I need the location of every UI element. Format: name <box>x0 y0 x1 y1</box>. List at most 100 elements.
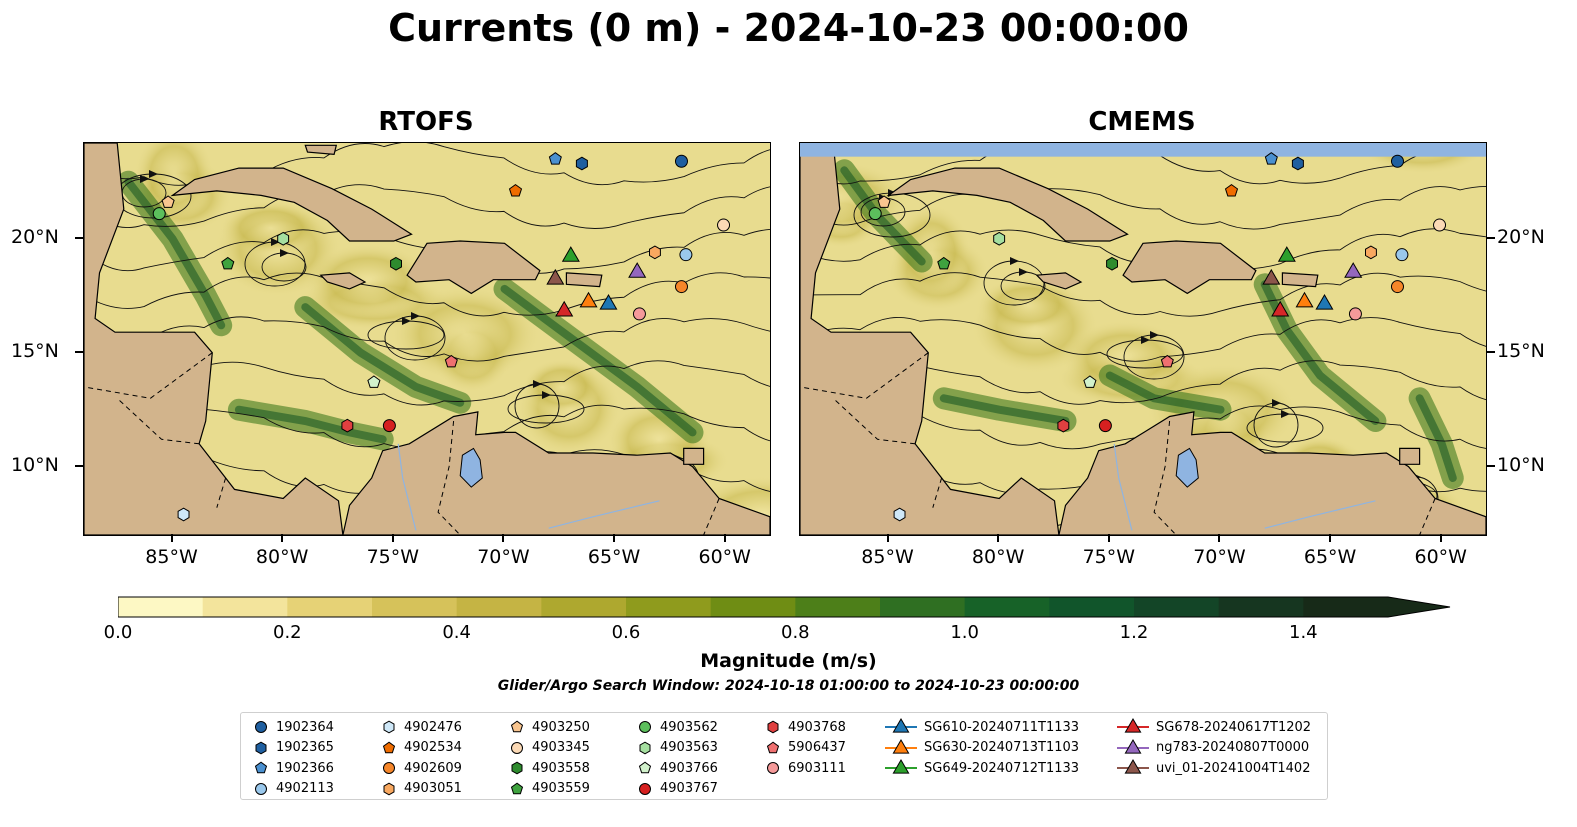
colorbar-label: Magnitude (m/s) <box>700 650 877 672</box>
legend-float-marker <box>638 761 652 774</box>
no-data-band <box>800 143 1486 157</box>
legend-label: 1902365 <box>276 740 334 755</box>
legend-label: 4903563 <box>660 740 718 755</box>
map-cmems[interactable] <box>799 142 1487 536</box>
legend-glider-marker <box>892 759 910 774</box>
legend-glider-marker <box>1124 738 1142 754</box>
colorbar-segment <box>372 597 458 617</box>
lon-tick-label: 70°W <box>477 546 530 568</box>
streamline <box>800 272 1486 317</box>
legend-float-marker <box>511 761 523 775</box>
streamline-arrow <box>1019 268 1028 276</box>
legend-item: uvi_01-20241004T1402 <box>1117 758 1310 778</box>
argo-float-marker <box>1390 154 1404 168</box>
lon-tick-mark <box>613 534 616 542</box>
land-jamaica <box>1035 272 1083 290</box>
rtofs-land-layer <box>84 143 770 535</box>
legend-glider-marker <box>1124 759 1142 774</box>
streamline-arrow <box>542 391 551 399</box>
legend-label: 4903562 <box>660 719 718 735</box>
colorbar-segment <box>287 597 373 617</box>
legend-label: 5906437 <box>788 740 846 755</box>
land-hispaniola <box>1122 240 1257 295</box>
land-hispaniola <box>406 240 541 295</box>
lon-tick-mark <box>1439 534 1442 542</box>
argo-float-marker <box>674 280 688 294</box>
legend-item: SG630-20240713T1103 <box>885 738 1079 758</box>
colorbar-segment <box>1303 597 1389 617</box>
legend-item: 5906437 <box>765 738 846 758</box>
glider-marker <box>1262 268 1281 285</box>
streamline <box>800 184 1486 230</box>
legend-float-marker <box>383 720 395 734</box>
lon-tick-label: 85°W <box>145 546 198 568</box>
argo-float-marker <box>1160 354 1174 368</box>
argo-float-marker <box>575 156 588 171</box>
colorbar-segment <box>1049 597 1135 617</box>
river <box>397 443 417 531</box>
fast-current-core <box>1105 371 1225 414</box>
argo-float-marker <box>1433 218 1447 232</box>
legend-float-marker <box>639 721 651 733</box>
legend-item: 1902364 <box>253 717 334 737</box>
glider-marker <box>561 246 580 262</box>
legend-label: 4903558 <box>532 760 590 776</box>
streamline-arrow <box>271 238 280 246</box>
legend-float-marker <box>767 720 779 734</box>
country-border <box>437 420 461 535</box>
legend-label: 4903345 <box>532 740 590 755</box>
streamline-arrow <box>1150 331 1159 339</box>
argo-float-marker <box>1098 419 1112 433</box>
legend-item: 4903562 <box>637 717 718 737</box>
map-rtofs[interactable] <box>83 142 771 536</box>
lon-tick-mark <box>170 534 173 542</box>
colorbar-segment <box>541 597 627 617</box>
legend-label: SG610-20240711T1133 <box>924 719 1080 735</box>
legend-item: 4903250 <box>509 717 590 737</box>
legend-float-marker <box>639 782 651 795</box>
lon-tick-mark <box>391 534 394 542</box>
colorbar-segment <box>710 597 796 617</box>
lake-maracaibo <box>1175 447 1199 488</box>
rtofs-platforms <box>152 152 731 522</box>
legend-label: uvi_01-20241004T1402 <box>1156 760 1311 776</box>
argo-float-marker <box>221 256 235 270</box>
argo-float-marker <box>679 248 693 262</box>
lake-maracaibo <box>459 447 483 488</box>
fast-current-core <box>301 303 465 407</box>
glider-marker <box>579 291 598 308</box>
argo-float-marker <box>508 183 523 197</box>
legend-float-marker <box>766 741 780 753</box>
argo-float-marker <box>1057 418 1070 433</box>
colorbar-segment <box>1218 597 1304 617</box>
search-window-text: Glider/Argo Search Window: 2024-10-18 01… <box>497 678 1080 694</box>
legend-label: 4902113 <box>276 781 334 796</box>
legend-glider-marker <box>892 718 910 733</box>
country-border <box>1419 498 1436 535</box>
legend-item: SG610-20240711T1133 <box>885 717 1079 737</box>
argo-float-marker <box>632 307 646 321</box>
land-puertoRico <box>1281 272 1319 288</box>
argo-float-marker <box>177 507 190 522</box>
lon-tick-label: 80°W <box>971 546 1025 568</box>
fast-current-core <box>939 394 1070 425</box>
legend-item: 4902476 <box>381 717 462 737</box>
lat-tick-label: 15°N <box>1497 339 1545 362</box>
country-border <box>832 397 916 445</box>
glider-marker <box>1295 291 1314 308</box>
legend-label: SG630-20240713T1103 <box>924 740 1080 755</box>
legend-item: 4903563 <box>637 738 718 758</box>
legend-float-marker <box>639 741 651 754</box>
glider-marker <box>1344 262 1363 278</box>
legend-float-marker <box>767 762 779 774</box>
legend-item: 4903345 <box>509 738 590 758</box>
colorbar-tick-label: 0.0 <box>103 622 133 643</box>
panel-title-cmems: CMEMS <box>1088 107 1196 137</box>
legend-item: 1902366 <box>253 758 334 778</box>
legend-float-marker <box>255 721 267 733</box>
country-border <box>800 352 929 399</box>
speed-patch <box>522 359 602 415</box>
country-border <box>703 498 720 535</box>
argo-float-marker <box>152 207 166 221</box>
legend-float-marker <box>383 782 395 795</box>
